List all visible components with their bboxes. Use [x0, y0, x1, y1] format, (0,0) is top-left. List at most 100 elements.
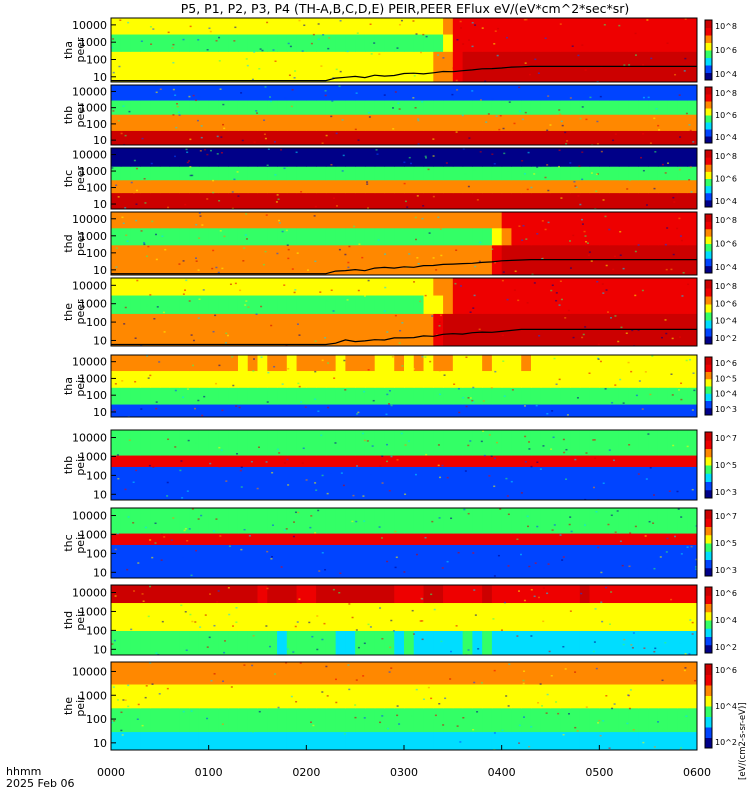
heatmap-cell	[316, 85, 327, 101]
colorbar-swatch	[705, 164, 712, 172]
colorbar-swatch	[705, 129, 712, 137]
panel-frame	[110, 584, 698, 656]
heatmap-cell	[355, 731, 366, 750]
heatmap-noise	[266, 21, 269, 24]
heatmap-cell	[677, 585, 688, 604]
heatmap-noise	[367, 623, 370, 626]
y-tick-label: 100	[86, 182, 107, 195]
heatmap-cell	[228, 51, 239, 82]
heatmap-cell	[140, 466, 151, 500]
panel-probe-label: the	[62, 697, 75, 715]
heatmap-noise	[676, 227, 679, 230]
heatmap-cell	[325, 278, 337, 296]
heatmap-cell	[491, 532, 503, 545]
heatmap-noise	[493, 485, 496, 488]
heatmap-cell	[150, 602, 161, 631]
heatmap-cell	[140, 454, 151, 467]
heatmap-noise	[335, 68, 338, 71]
colorbar-swatch	[705, 57, 712, 66]
heatmap-noise	[206, 717, 209, 720]
heatmap-noise	[171, 47, 174, 49]
heatmap-noise	[438, 321, 441, 323]
heatmap-cell	[550, 99, 561, 115]
heatmap-noise	[137, 703, 140, 706]
heatmap-cell	[394, 707, 405, 733]
colorbar-swatch	[705, 716, 712, 728]
heatmap-noise	[467, 204, 470, 206]
heatmap-cell	[150, 532, 161, 545]
heatmap-noise	[172, 61, 175, 64]
heatmap-cell	[140, 130, 151, 145]
heatmap-cell	[169, 683, 180, 709]
heatmap-cell	[452, 707, 464, 733]
heatmap-noise	[445, 162, 448, 164]
heatmap-noise	[124, 306, 127, 309]
heatmap-cell	[404, 179, 415, 194]
heatmap-cell	[198, 227, 210, 246]
heatmap-cell	[179, 313, 190, 346]
heatmap-cell	[423, 18, 434, 35]
heatmap-cell	[374, 508, 386, 534]
heatmap-noise	[218, 357, 221, 360]
colorbar-tick-label: 10^8	[715, 282, 737, 291]
heatmap-cell	[306, 294, 317, 314]
heatmap-noise	[221, 267, 224, 270]
heatmap-cell	[589, 278, 600, 296]
heatmap-cell	[462, 508, 473, 534]
heatmap-cell	[687, 683, 697, 709]
heatmap-cell	[570, 99, 581, 115]
heatmap-cell	[638, 370, 649, 388]
heatmap-cell	[413, 85, 425, 101]
heatmap-cell	[657, 430, 669, 456]
heatmap-noise	[657, 124, 660, 127]
heatmap-noise	[487, 113, 490, 115]
heatmap-cell	[208, 370, 220, 388]
heatmap-cell	[120, 166, 132, 181]
heatmap-noise	[257, 446, 260, 449]
heatmap-noise	[397, 102, 400, 105]
heatmap-cell	[521, 662, 532, 685]
heatmap-noise	[479, 241, 482, 244]
heatmap-cell	[404, 85, 415, 101]
heatmap-cell	[472, 403, 483, 417]
heatmap-noise	[149, 25, 152, 28]
heatmap-cell	[687, 192, 697, 209]
heatmap-noise	[269, 100, 272, 103]
heatmap-cell	[413, 278, 425, 296]
heatmap-noise	[488, 475, 491, 477]
heatmap-cell	[228, 585, 239, 604]
heatmap-cell	[208, 51, 220, 82]
heatmap-cell	[316, 51, 327, 82]
heatmap-cell	[570, 430, 581, 456]
heatmap-cell	[560, 532, 571, 545]
heatmap-cell	[394, 403, 405, 417]
heatmap-cell	[130, 403, 141, 417]
y-tick-label: 100	[86, 118, 107, 131]
heatmap-noise	[394, 566, 397, 569]
colorbar-swatch	[705, 87, 712, 95]
heatmap-cell	[521, 731, 532, 750]
heatmap-noise	[194, 99, 197, 102]
heatmap-cell	[277, 683, 288, 709]
colorbar-swatch	[705, 440, 712, 449]
y-tick-label: 1000	[79, 165, 107, 178]
heatmap-cell	[667, 466, 679, 500]
colorbar-tick-label: 10^6	[715, 299, 737, 308]
heatmap-cell	[345, 212, 356, 229]
heatmap-cell	[374, 466, 386, 500]
panel-species-label: peer	[74, 37, 87, 63]
heatmap-cell	[628, 707, 639, 733]
heatmap-noise	[273, 141, 276, 143]
heatmap-cell	[228, 33, 239, 52]
heatmap-noise	[213, 673, 216, 675]
heatmap-cell	[609, 430, 620, 456]
heatmap-cell	[648, 585, 659, 604]
heatmap-cell	[452, 430, 464, 456]
heatmap-cell	[560, 508, 571, 534]
heatmap-cell	[599, 454, 610, 467]
heatmap-noise	[678, 94, 681, 96]
heatmap-noise	[563, 451, 566, 454]
heatmap-cell	[404, 18, 415, 35]
heatmap-noise	[396, 47, 399, 49]
